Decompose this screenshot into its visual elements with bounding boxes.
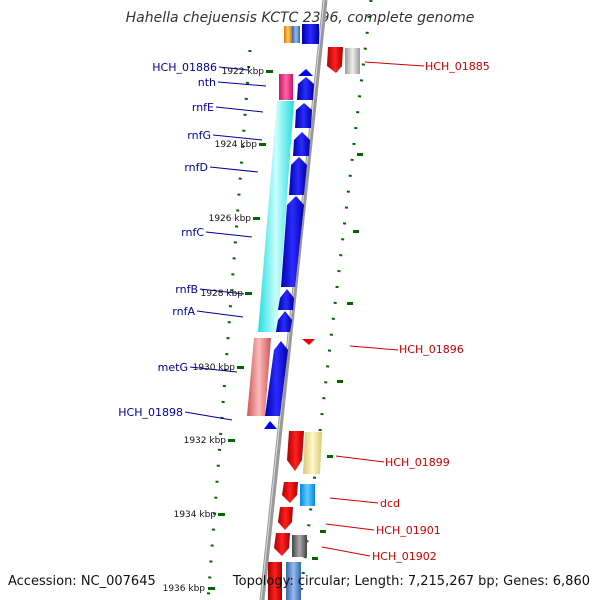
cds-HCH_01902[interactable] [274,533,290,556]
scale-label-1932: 1932 kbp [184,436,227,446]
reverse-gene-labels: HCH_01885 HCH_01896 HCH_01899 dcd HCH_01… [372,60,490,563]
label-HCH_01902[interactable]: HCH_01902 [372,550,437,563]
label-HCH_01896[interactable]: HCH_01896 [399,343,464,356]
cds-metG[interactable] [265,341,288,416]
genome-summary-text: Topology: circular; Length: 7,215,267 bp… [232,574,590,589]
scale-tick-4 [237,366,244,369]
forward-leader-line-4 [209,166,259,173]
forward-leader-line-3 [212,134,263,141]
scale-label-1928: 1928 kbp [201,289,244,299]
cds-HCH_01901[interactable] [278,507,293,530]
forward-cds-track [264,24,319,429]
scale-tick-5 [228,439,235,442]
outer-scale-tick-4 [337,380,343,383]
cds-rnfB[interactable] [278,289,294,310]
cog-block-metG[interactable] [247,338,271,416]
label-HCH_01901[interactable]: HCH_01901 [376,524,441,537]
forward-leader-line-8 [189,366,238,373]
cds-rnfE[interactable] [295,103,312,128]
label-rnfB[interactable]: rnfB [175,283,198,296]
cds-rnfD[interactable] [289,157,307,195]
forward-gene-labels: HCH_01886 nth rnfE rnfG rnfD rnfC rnfB r… [118,61,217,419]
forward-leader-line-2 [215,106,264,113]
scale-tick-6 [218,513,225,516]
cog-block-HCH_01899[interactable] [303,432,322,474]
scale-label-1926: 1926 kbp [209,214,252,224]
outer-scale-tick-5 [327,455,333,458]
scale-tick-3 [245,292,252,295]
cds-HCH_01898[interactable] [264,421,277,429]
label-metG[interactable]: metG [158,361,188,374]
forward-leader-line-6 [199,288,245,295]
cds-bottom-red[interactable] [268,562,282,600]
outer-scale-tick-6 [320,530,326,533]
label-nth[interactable]: nth [198,76,216,89]
accession-text: Accession: NC_007645 [8,574,156,589]
label-HCH_01885[interactable]: HCH_01885 [425,60,490,73]
cds-HCH_01886-steel[interactable] [292,26,300,43]
scale-tick-1 [259,143,266,146]
forward-cog-track [247,26,294,416]
label-HCH_01898[interactable]: HCH_01898 [118,406,183,419]
reverse-leader-line-5 [321,546,371,557]
outer-scale-tick-1 [357,153,363,156]
scale-label-1922: 1922 kbp [222,67,265,77]
cds-rnfG[interactable] [293,132,310,156]
scale-tick-7 [208,587,215,590]
cds-rnfA[interactable] [276,311,292,332]
label-HCH_01899[interactable]: HCH_01899 [385,456,450,469]
label-rnfD[interactable]: rnfD [184,161,208,174]
label-rnfG[interactable]: rnfG [187,129,211,142]
forward-leader-line-0 [218,66,249,71]
scale-label-1924: 1924 kbp [215,140,258,150]
cds-dcd[interactable] [282,482,298,503]
label-rnfA[interactable]: rnfA [172,305,195,318]
reverse-leader-line-1 [349,345,399,351]
cds-HCH_01885[interactable] [327,47,343,73]
label-HCH_01886[interactable]: HCH_01886 [152,61,217,74]
forward-leader-line-5 [205,231,253,238]
cds-HCH_01896[interactable] [302,339,315,345]
scale-label-1934: 1934 kbp [174,510,217,520]
scale-tick-2 [253,217,260,220]
outer-scale-tick-3 [347,302,353,305]
map-title: Hahella chejuensis KCTC 2396, complete g… [125,10,475,26]
cog-block-HCH_01902[interactable] [292,535,307,557]
forward-leader-line-1 [217,81,267,87]
cds-bottom-steel[interactable] [286,562,301,600]
reverse-leader-line-2 [335,455,385,463]
cog-block-HCH_01886[interactable] [284,26,292,43]
cds-rnfC[interactable] [281,196,304,287]
cog-block-dcd[interactable] [300,484,315,506]
label-rnfE[interactable]: rnfE [192,101,214,114]
forward-leader-line-9 [184,411,233,421]
scale-label-1936: 1936 kbp [163,584,206,594]
outer-scale-tick-7 [312,557,318,560]
label-dcd[interactable]: dcd [380,497,400,510]
cds-upstream-arrow[interactable] [298,69,313,76]
cog-block-HCH_01885[interactable] [345,48,360,74]
label-rnfC[interactable]: rnfC [181,226,204,239]
scale-labels: 1922 kbp 1924 kbp 1926 kbp 1928 kbp 1930… [163,67,265,594]
scale-label-1930: 1930 kbp [193,363,236,373]
cds-nth[interactable] [297,77,314,100]
label-leader-lines [184,61,425,557]
forward-leader-line-7 [196,310,244,318]
reverse-cds-track [268,47,360,600]
scale-tick-0 [266,70,273,73]
reverse-leader-line-0 [364,61,425,67]
cds-HCH_01899[interactable] [287,431,304,471]
cog-block-nth[interactable] [279,74,293,100]
cds-HCH_01886[interactable] [302,24,319,44]
outer-scale-tick-2 [353,230,359,233]
reverse-leader-line-3 [329,497,379,504]
reverse-leader-line-4 [325,523,375,531]
cog-block-rnf[interactable] [258,101,294,332]
